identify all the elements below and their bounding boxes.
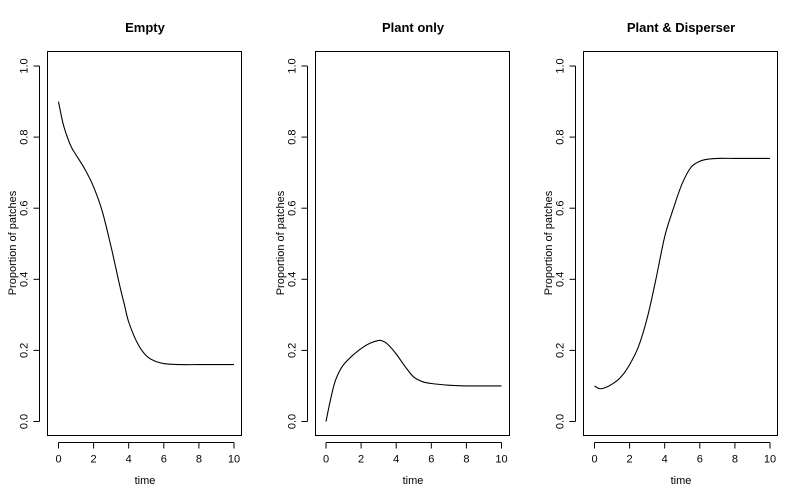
series-line-1 [325, 339, 502, 422]
x-tick-label: 8 [463, 454, 469, 466]
y-tick-label: 1.0 [19, 58, 31, 73]
panel-3: Plant & Disperser 0 2 4 6 8 10 time 0.0 0.2 0.4 0.6… [543, 20, 778, 487]
x-axis-label: time [135, 475, 156, 487]
y-axis-label: Proportion of patches [7, 190, 19, 295]
plot-frame [315, 51, 510, 436]
y-tick-label: 1.0 [555, 58, 567, 73]
panel-1: Empty 0 2 4 6 8 10 time 0.0 0.2 0.4 0.6 0.8 1.0 Propor… [7, 20, 242, 487]
y-axis-label: Proportion of patches [543, 190, 555, 295]
x-tick-label: 4 [662, 454, 668, 466]
y-tick-label: 0.4 [19, 272, 31, 287]
x-tick-label: 2 [91, 454, 97, 466]
x-tick-label: 6 [697, 454, 703, 466]
x-tick-label: 4 [126, 454, 132, 466]
panel-2: Plant only 0 2 4 6 8 10 time 0.0 0.2 0.4 0.6 0.8 1.0 P… [275, 20, 510, 487]
x-tick-label: 6 [428, 454, 434, 466]
y-tick-label: 0.6 [19, 201, 31, 216]
series-line-1 [57, 101, 234, 366]
y-tick-label: 0.8 [555, 129, 567, 144]
y-tick-label: 0.2 [555, 343, 567, 358]
y-tick-label: 1.0 [287, 58, 299, 73]
x-tick-label: 0 [591, 454, 597, 466]
x-tick-label: 2 [358, 454, 364, 466]
y-tick-label: 0.4 [287, 272, 299, 287]
plot-frame [583, 51, 778, 436]
x-tick-label: 0 [55, 454, 61, 466]
x-tick-label: 2 [627, 454, 633, 466]
y-tick-label: 0.8 [19, 129, 31, 144]
y-tick-label: 0.0 [287, 414, 299, 429]
y-tick-label: 0.0 [19, 414, 31, 429]
plot-frame [47, 51, 242, 436]
x-tick-label: 8 [732, 454, 738, 466]
y-axis-label: Proportion of patches [275, 190, 287, 295]
x-tick-label: 4 [393, 454, 399, 466]
y-tick-label: 0.0 [555, 414, 567, 429]
series-line-1 [594, 157, 770, 390]
y-tick-label: 0.2 [19, 343, 31, 358]
y-tick-label: 0.8 [287, 129, 299, 144]
x-axis-label: time [671, 475, 692, 487]
chart-title: Empty [125, 20, 166, 35]
chart-title: Plant only [382, 20, 445, 35]
y-tick-label: 0.2 [287, 343, 299, 358]
x-tick-label: 10 [228, 454, 240, 466]
x-tick-label: 8 [196, 454, 202, 466]
x-tick-label: 10 [764, 454, 776, 466]
x-tick-label: 6 [161, 454, 167, 466]
y-tick-label: 0.4 [555, 272, 567, 287]
chart-title: Plant & Disperser [627, 20, 735, 35]
y-tick-label: 0.6 [555, 201, 567, 216]
y-tick-label: 0.6 [287, 201, 299, 216]
x-tick-label: 10 [495, 454, 507, 466]
x-tick-label: 0 [323, 454, 329, 466]
x-axis-label: time [403, 475, 424, 487]
